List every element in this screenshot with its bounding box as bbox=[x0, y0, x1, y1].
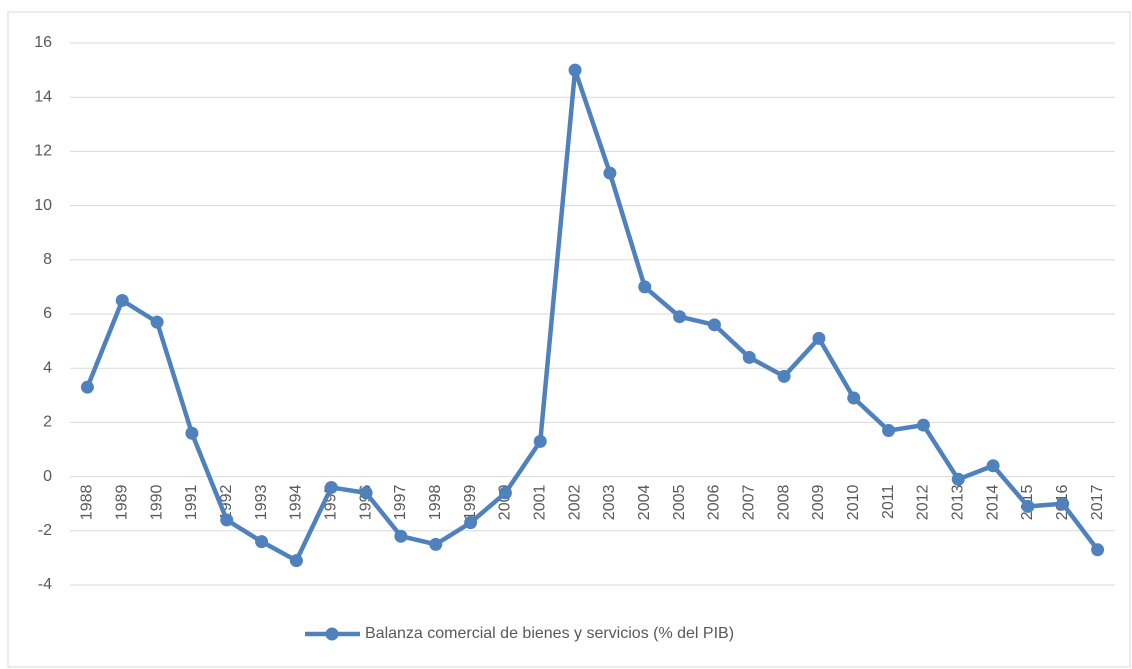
x-tick-label: 2001 bbox=[531, 484, 548, 520]
x-tick-label: 2012 bbox=[915, 484, 932, 520]
point bbox=[324, 480, 338, 494]
point bbox=[429, 537, 443, 551]
point bbox=[951, 472, 965, 486]
series-line bbox=[85, 67, 1100, 563]
point bbox=[916, 418, 930, 432]
x-tick-label: 2010 bbox=[845, 484, 862, 520]
x-tick-label: 2009 bbox=[810, 484, 827, 520]
point bbox=[673, 310, 687, 324]
x-tick-label: 1997 bbox=[392, 484, 409, 520]
point bbox=[812, 331, 826, 345]
point bbox=[1091, 543, 1105, 557]
point bbox=[986, 459, 1000, 473]
x-tick-label: 2007 bbox=[740, 484, 757, 520]
y-tick-label: 14 bbox=[34, 88, 52, 105]
x-tick-label: 2004 bbox=[636, 484, 653, 520]
point bbox=[533, 434, 547, 448]
point bbox=[289, 554, 303, 568]
y-tick-label: 6 bbox=[43, 305, 52, 322]
x-tick-label: 1998 bbox=[427, 484, 444, 520]
point bbox=[498, 486, 512, 500]
y-tick-label: 2 bbox=[43, 414, 52, 431]
legend-marker bbox=[325, 627, 339, 641]
point bbox=[115, 293, 129, 307]
point bbox=[638, 280, 652, 294]
point bbox=[568, 63, 582, 77]
point bbox=[359, 486, 373, 500]
y-tick-label: 12 bbox=[34, 143, 52, 160]
point bbox=[394, 529, 408, 543]
point bbox=[742, 350, 756, 364]
x-tick-label: 1991 bbox=[183, 484, 200, 520]
x-tick-label: 2003 bbox=[601, 484, 618, 520]
legend-label: Balanza comercial de bienes y servicios … bbox=[365, 625, 734, 642]
point bbox=[185, 426, 199, 440]
point bbox=[464, 516, 478, 530]
x-tick-label: 1994 bbox=[288, 484, 305, 520]
y-tick-label: -2 bbox=[38, 522, 52, 539]
x-tick-label: 2008 bbox=[775, 484, 792, 520]
x-tick-label: 1990 bbox=[148, 484, 165, 520]
x-tick-label: 2011 bbox=[880, 484, 897, 519]
y-tick-label: 10 bbox=[34, 197, 52, 214]
x-tick-label: 2014 bbox=[984, 484, 1001, 520]
point bbox=[603, 166, 617, 180]
point bbox=[1021, 499, 1035, 513]
x-tick-label: 2005 bbox=[671, 484, 688, 520]
point bbox=[150, 315, 164, 329]
x-tick-label: 2006 bbox=[706, 484, 723, 520]
point bbox=[255, 535, 269, 549]
point bbox=[80, 380, 94, 394]
y-tick-label: 4 bbox=[43, 359, 52, 376]
x-tick-label: 2017 bbox=[1089, 484, 1106, 520]
point bbox=[777, 369, 791, 383]
point bbox=[707, 318, 721, 332]
y-tick-label: 16 bbox=[34, 34, 52, 51]
y-tick-label: 0 bbox=[43, 468, 52, 485]
y-tick-label: 8 bbox=[43, 251, 52, 268]
point bbox=[847, 391, 861, 405]
x-tick-label: 1993 bbox=[253, 484, 270, 520]
x-tick-label: 1988 bbox=[79, 484, 96, 520]
x-tick-label: 2002 bbox=[566, 484, 583, 520]
y-tick-label: -4 bbox=[38, 576, 52, 593]
point bbox=[220, 513, 234, 527]
chart-border bbox=[7, 11, 1131, 668]
point bbox=[1056, 497, 1070, 511]
x-tick-label: 2013 bbox=[949, 484, 966, 520]
x-tick-label: 1999 bbox=[462, 484, 479, 520]
x-tick-label: 1989 bbox=[113, 484, 130, 520]
point bbox=[882, 424, 896, 438]
